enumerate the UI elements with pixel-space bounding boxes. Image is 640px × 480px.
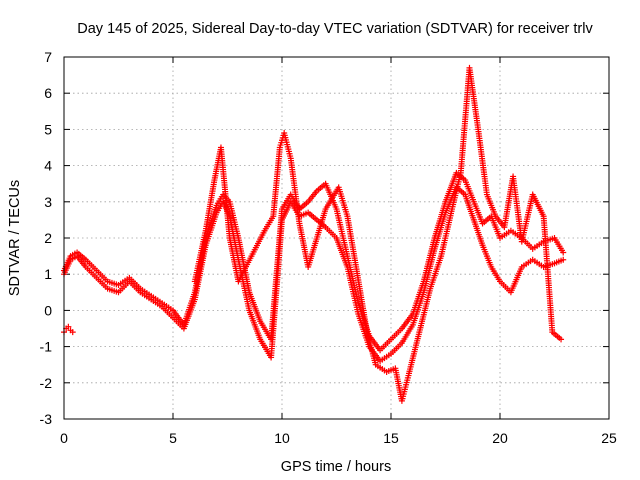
plot-frame [63, 56, 610, 420]
trace-d-point [69, 329, 76, 336]
x-tick-label: 5 [169, 430, 177, 446]
x-axis-label: GPS time / hours [281, 459, 391, 475]
x-tick-label: 25 [601, 430, 617, 446]
y-tick-label: -2 [40, 375, 53, 391]
trace-c-point [558, 336, 565, 343]
data-points [61, 64, 567, 404]
x-tick-label: 15 [383, 430, 399, 446]
y-tick-label: 0 [44, 302, 52, 318]
x-tick-label: 20 [492, 430, 508, 446]
y-tick-label: 2 [44, 230, 52, 246]
y-tick-label: 1 [44, 266, 52, 282]
y-axis-label: SDTVAR / TECUs [7, 180, 23, 296]
y-tick-label: 7 [44, 49, 52, 65]
trace-d-point [65, 323, 72, 330]
x-tick-label: 10 [274, 430, 290, 446]
y-tick-label: -3 [40, 411, 53, 427]
chart-title: Day 145 of 2025, Sidereal Day-to-day VTE… [77, 21, 593, 37]
y-tick-label: -1 [40, 339, 53, 355]
trace-b-point [560, 256, 567, 263]
axis-ticks: -3 -2 -1 0 1 2 3 4 5 6 7 0 5 10 15 20 25 [40, 49, 617, 446]
y-tick-label: 5 [44, 121, 52, 137]
y-tick-label: 6 [44, 85, 52, 101]
trace-a-point [560, 249, 567, 256]
x-tick-label: 0 [60, 430, 68, 446]
y-tick-label: 4 [44, 158, 52, 174]
y-tick-label: 3 [44, 194, 52, 210]
